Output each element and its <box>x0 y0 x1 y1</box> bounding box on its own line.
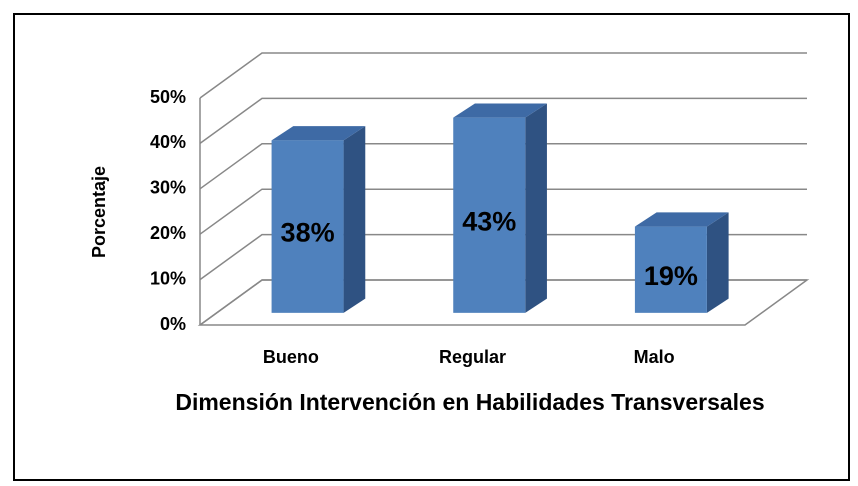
grid-line <box>199 233 807 281</box>
bar-side <box>706 212 729 313</box>
bar-top <box>634 212 729 227</box>
y-tick-label: 0% <box>160 314 186 334</box>
x-tick-label: Malo <box>634 347 675 367</box>
bar-top <box>453 103 547 118</box>
x-tick-label: Regular <box>439 347 506 367</box>
data-label: 43% <box>462 206 516 236</box>
bar <box>634 226 707 313</box>
bar-side <box>343 126 366 313</box>
x-tick-label: Bueno <box>263 347 319 367</box>
y-tick-label: 20% <box>150 223 186 243</box>
y-tick-label: 50% <box>150 87 186 107</box>
bar <box>271 140 344 313</box>
grid-line <box>199 52 807 99</box>
bar <box>453 117 526 313</box>
y-axis-label: Porcentaje <box>89 166 109 258</box>
bar-side <box>525 103 547 313</box>
grid-line <box>199 188 807 235</box>
grid-line <box>199 279 807 326</box>
x-axis-title: Dimensión Intervención en Habilidades Tr… <box>175 389 765 415</box>
y-tick-label: 10% <box>150 268 186 288</box>
grid-line <box>199 143 807 190</box>
grid-line <box>199 97 807 145</box>
y-tick-label: 40% <box>150 132 186 152</box>
data-label: 19% <box>644 261 698 291</box>
y-tick-label: 30% <box>150 178 186 198</box>
bar-top <box>271 126 366 141</box>
data-label: 38% <box>281 218 335 248</box>
